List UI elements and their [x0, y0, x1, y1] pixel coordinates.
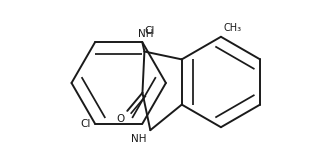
Text: Cl: Cl — [81, 119, 91, 129]
Text: O: O — [116, 114, 124, 124]
Text: NH: NH — [131, 134, 146, 144]
Text: NH: NH — [138, 29, 153, 39]
Text: Cl: Cl — [144, 26, 155, 36]
Text: CH₃: CH₃ — [224, 23, 242, 33]
